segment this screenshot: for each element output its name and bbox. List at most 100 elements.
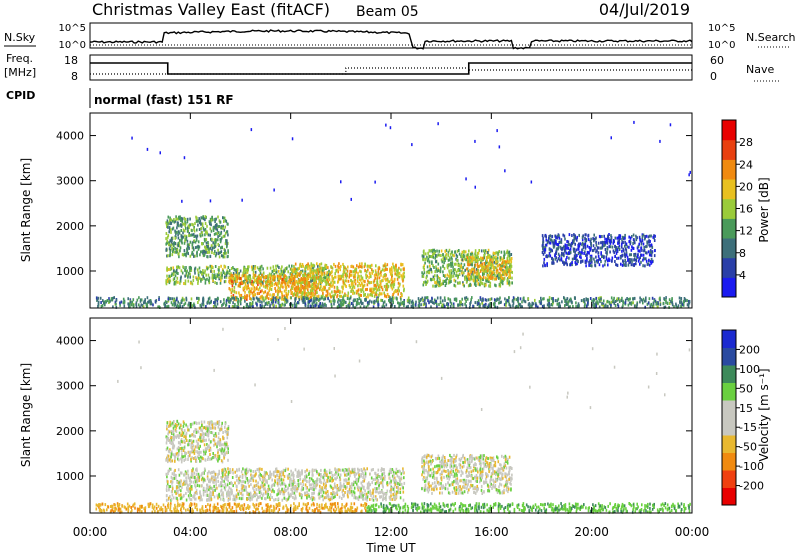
echo-cell: [263, 285, 265, 288]
echo-cell: [506, 274, 508, 277]
echo-cell: [595, 241, 597, 244]
echo-cell: [651, 251, 653, 254]
echo-cell: [184, 275, 186, 278]
echo-cell: [603, 241, 605, 244]
echo-cell: [231, 280, 233, 283]
echo-cell: [689, 302, 691, 305]
echo-cell: [434, 274, 436, 277]
echo-cell: [456, 254, 458, 257]
echo-cell: [150, 300, 152, 303]
echo-cell: [279, 304, 281, 307]
echo-cell: [360, 301, 362, 304]
echo-cell: [168, 216, 170, 219]
echo-cell: [288, 290, 290, 293]
echo-cell: [602, 264, 604, 267]
echo-cell: [651, 254, 653, 257]
echo-cell: [415, 301, 417, 304]
echo-cell: [627, 245, 629, 248]
echo-cell: [220, 272, 222, 275]
echo-cell: [218, 436, 220, 439]
echo-cell: [212, 279, 214, 282]
echo-cell: [643, 234, 645, 237]
echo-cell: [198, 422, 200, 425]
echo-cell: [180, 219, 182, 222]
echo-cell: [496, 129, 498, 132]
echo-cell: [570, 298, 572, 301]
echo-cell: [187, 220, 189, 223]
echo-cell: [231, 267, 233, 270]
echo-cell: [256, 303, 258, 306]
echo-cell: [185, 452, 187, 455]
echo-cell: [248, 265, 250, 268]
echo-cell: [190, 458, 192, 461]
echo-cell: [217, 243, 219, 246]
echo-cell: [218, 269, 220, 272]
echo-cell: [424, 271, 426, 274]
echo-cell: [496, 271, 498, 274]
echo-cell: [574, 248, 576, 251]
echo-cell: [507, 279, 509, 282]
echo-cell: [232, 284, 234, 287]
echo-cell: [308, 293, 310, 296]
echo-cell: [578, 234, 580, 237]
echo-cell: [188, 247, 190, 250]
echo-cell: [444, 296, 446, 299]
echo-cell: [176, 269, 178, 272]
echo-cell: [325, 283, 327, 286]
echo-cell: [384, 294, 386, 297]
echo-cell: [329, 287, 331, 290]
echo-cell: [359, 297, 361, 300]
echo-cell: [568, 243, 570, 246]
echo-cell: [198, 274, 200, 277]
echo-cell: [478, 252, 480, 255]
echo-cell: [628, 304, 630, 307]
echo-cell: [300, 284, 302, 287]
echo-cell: [174, 247, 176, 250]
echo-cell: [210, 199, 212, 202]
echo-cell: [618, 246, 620, 249]
echo-cell: [434, 281, 436, 284]
echo-cell: [98, 297, 100, 300]
echo-cell: [633, 264, 635, 267]
echo-cell: [213, 444, 215, 447]
echo-cell: [493, 257, 495, 260]
freq-unit: [MHz]: [4, 66, 36, 79]
echo-cell: [468, 250, 470, 253]
echo-cell: [385, 279, 387, 282]
echo-cell: [565, 262, 567, 265]
echo-cell: [502, 282, 504, 285]
echo-cell: [252, 283, 254, 286]
echo-cell: [588, 234, 590, 237]
echo-cell: [210, 227, 212, 230]
echo-cell: [531, 181, 533, 184]
echo-cell: [291, 291, 293, 294]
echo-cell: [438, 303, 440, 306]
echo-cell: [254, 267, 256, 270]
echo-cell: [449, 277, 451, 280]
echo-cell: [574, 243, 576, 246]
echo-cell: [177, 448, 179, 451]
noise-tick-right-bottom: 10^0: [708, 40, 735, 51]
echo-cell: [542, 264, 544, 267]
echo-cell: [205, 439, 207, 442]
echo-cell: [649, 235, 651, 238]
echo-cell: [484, 305, 486, 308]
echo-cell: [194, 452, 196, 455]
echo-cell: [302, 299, 304, 302]
echo-cell: [275, 282, 277, 285]
echo-cell: [444, 267, 446, 270]
echo-cell: [136, 301, 138, 304]
echo-cell: [426, 276, 428, 279]
echo-cell: [351, 282, 353, 285]
echo-cell: [206, 242, 208, 245]
echo-cell: [634, 241, 636, 244]
echo-cell: [261, 301, 263, 304]
echo-cell: [222, 255, 224, 258]
echo-cell: [396, 297, 398, 300]
echo-cell: [327, 293, 329, 296]
echo-cell: [235, 280, 237, 283]
echo-cell: [249, 303, 251, 306]
echo-cell: [495, 284, 497, 287]
echo-cell: [346, 273, 348, 276]
echo-cell: [269, 293, 271, 296]
